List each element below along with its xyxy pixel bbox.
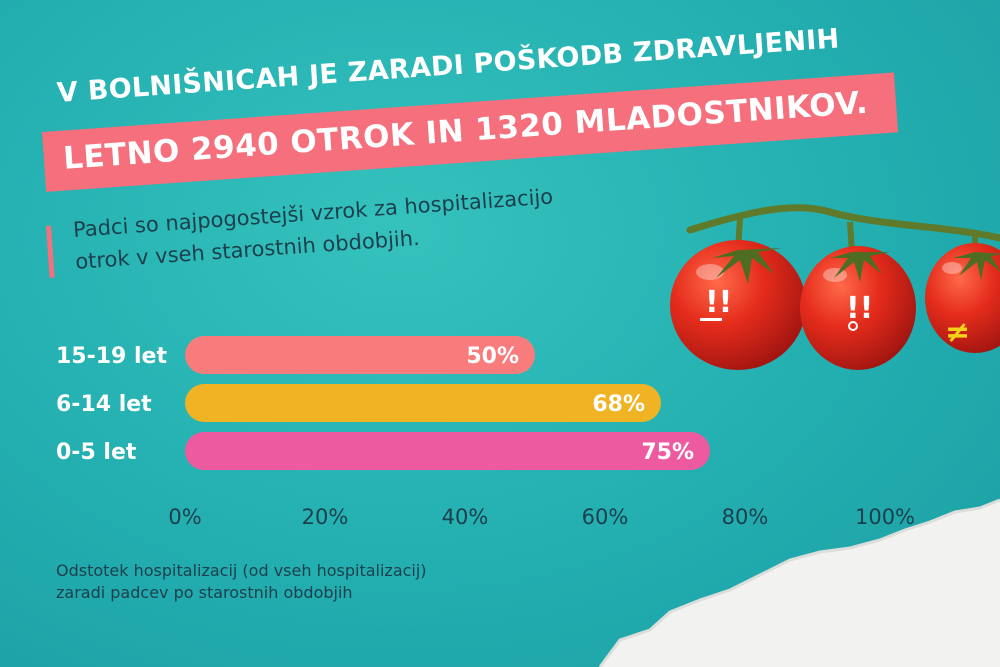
tomato-highlight-3: [942, 262, 962, 274]
sepal-3: [953, 252, 1000, 280]
bar-value-label: 75%: [641, 440, 694, 465]
tomato-mouth-1: [700, 318, 722, 321]
category-label: 15-19 let: [56, 344, 167, 369]
x-tick-label: 80%: [722, 505, 769, 529]
x-tick-label: 100%: [855, 505, 915, 529]
tomato-mouth-2: [848, 321, 858, 331]
footnote-line-1: Odstotek hospitalizacij (od vseh hospita…: [56, 561, 427, 580]
footnote-line-2: zaradi padcev po starostnih obdobjih: [56, 583, 353, 602]
tomato-face-1: !!: [705, 285, 732, 320]
sepal-1: [712, 248, 782, 284]
tomato-face-2: !!: [846, 291, 873, 326]
sepal-2: [830, 252, 890, 282]
vine-stem: [686, 204, 1000, 242]
category-label: 0-5 let: [56, 440, 137, 465]
bar-value-label: 50%: [466, 344, 519, 369]
tomato-highlight-1: [696, 264, 724, 280]
x-tick-label: 60%: [582, 505, 629, 529]
x-tick-label: 20%: [302, 505, 349, 529]
category-label: 6-14 let: [56, 392, 152, 417]
chart-footnote: Odstotek hospitalizacij (od vseh hospita…: [56, 560, 576, 604]
bar: [185, 432, 710, 470]
tomato-2: [800, 246, 916, 370]
x-tick-label: 40%: [442, 505, 489, 529]
bar: [185, 336, 535, 374]
tomato-face-3: ≠: [945, 315, 970, 350]
x-tick-label: 0%: [168, 505, 201, 529]
bar: [185, 384, 661, 422]
bar-value-label: 68%: [592, 392, 645, 417]
